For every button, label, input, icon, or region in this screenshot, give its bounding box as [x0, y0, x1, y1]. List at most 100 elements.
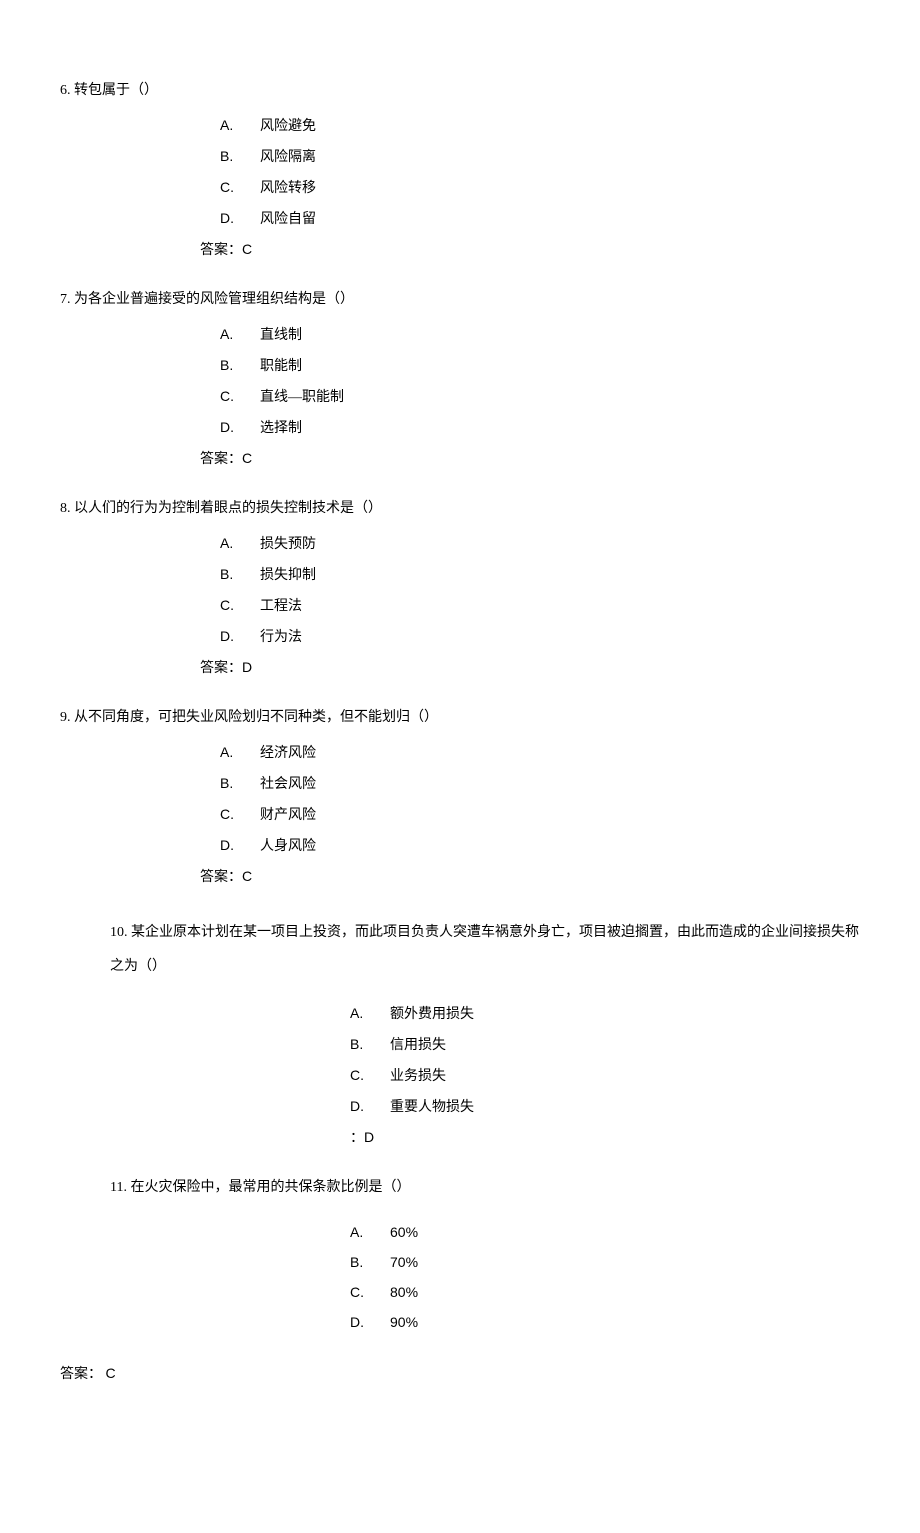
question-8: 8. 以人们的行为为控制着眼点的损失控制技术是（） A.损失预防 B.损失抑制 …: [60, 498, 860, 679]
option-text: 60%: [390, 1222, 418, 1243]
option-letter: B.: [220, 564, 260, 585]
answer-label: 答案：: [200, 243, 242, 258]
question-stem: 11. 在火灾保险中，最常用的共保条款比例是（）: [110, 1177, 860, 1198]
option-text: 直线制: [260, 325, 302, 346]
option-c: C.工程法: [220, 595, 860, 617]
question-stem: 8. 以人们的行为为控制着眼点的损失控制技术是（）: [60, 498, 860, 519]
answer-label: ：: [350, 1128, 364, 1149]
answer-value: D: [364, 1127, 374, 1148]
question-number: 9.: [60, 710, 71, 725]
option-letter: D.: [220, 208, 260, 229]
option-text: 直线—职能制: [260, 387, 344, 408]
option-letter: C.: [220, 177, 260, 198]
option-text: 行为法: [260, 627, 302, 648]
option-letter: A.: [220, 742, 260, 763]
question-stem: 7. 为各企业普遍接受的风险管理组织结构是（）: [60, 289, 860, 310]
option-letter: D.: [350, 1312, 390, 1333]
answer-value: C: [106, 1365, 116, 1381]
option-letter: C.: [220, 595, 260, 616]
option-text: 90%: [390, 1312, 418, 1333]
option-letter: D.: [220, 626, 260, 647]
question-7: 7. 为各企业普遍接受的风险管理组织结构是（） A.直线制 B.职能制 C.直线…: [60, 289, 860, 470]
option-text: 风险自留: [260, 209, 316, 230]
option-c: C.财产风险: [220, 804, 860, 826]
option-letter: D.: [220, 835, 260, 856]
option-b: B.损失抑制: [220, 564, 860, 586]
question-number: 7.: [60, 292, 71, 307]
option-d: D.风险自留: [220, 208, 860, 230]
option-d: D.选择制: [220, 417, 860, 439]
option-text: 财产风险: [260, 805, 316, 826]
option-text: 损失抑制: [260, 565, 316, 586]
question-number: 8.: [60, 501, 71, 516]
option-letter: B.: [220, 146, 260, 167]
option-b: B.社会风险: [220, 773, 860, 795]
option-text: 风险隔离: [260, 147, 316, 168]
option-letter: B.: [220, 355, 260, 376]
option-a: A.直线制: [220, 324, 860, 346]
options-list: A.经济风险 B.社会风险 C.财产风险 D.人身风险: [220, 742, 860, 857]
option-c: C.风险转移: [220, 177, 860, 199]
option-text: 选择制: [260, 418, 302, 439]
options-list: A.直线制 B.职能制 C.直线—职能制 D.选择制: [220, 324, 860, 439]
option-text: 信用损失: [390, 1035, 446, 1056]
answer-line: 答案： C: [60, 1363, 860, 1385]
option-letter: C.: [350, 1282, 390, 1303]
options-list: A.60% B.70% C.80% D.90%: [350, 1222, 860, 1333]
option-letter: A.: [350, 1222, 390, 1243]
question-stem: 6. 转包属于（）: [60, 80, 860, 101]
option-text: 职能制: [260, 356, 302, 377]
option-b: B.风险隔离: [220, 146, 860, 168]
question-9: 9. 从不同角度，可把失业风险划归不同种类，但不能划归（） A.经济风险 B.社…: [60, 707, 860, 888]
question-stem: 10. 某企业原本计划在某一项目上投资，而此项目负责人突遭车祸意外身亡，项目被迫…: [110, 916, 860, 983]
option-text: 风险避免: [260, 116, 316, 137]
option-text: 人身风险: [260, 836, 316, 857]
option-a: A.60%: [350, 1222, 860, 1243]
option-c: C.80%: [350, 1282, 860, 1303]
option-text: 70%: [390, 1252, 418, 1273]
option-letter: A.: [350, 1003, 390, 1024]
option-letter: B.: [350, 1034, 390, 1055]
option-letter: D.: [220, 417, 260, 438]
option-a: A.经济风险: [220, 742, 860, 764]
option-text: 重要人物损失: [390, 1097, 474, 1118]
question-text: 从不同角度，可把失业风险划归不同种类，但不能划归（）: [74, 710, 438, 725]
answer-value: C: [242, 241, 252, 257]
option-letter: C.: [220, 804, 260, 825]
answer-label: 答案：: [200, 870, 242, 885]
answer-line: 答案：D: [200, 657, 860, 679]
option-a: A.额外费用损失: [350, 1003, 860, 1025]
option-d: D.人身风险: [220, 835, 860, 857]
answer-line: 答案：C: [200, 866, 860, 888]
option-letter: D.: [350, 1096, 390, 1117]
option-c: C.业务损失: [350, 1065, 860, 1087]
answer-line: 答案：C: [200, 448, 860, 470]
question-6: 6. 转包属于（） A.风险避免 B.风险隔离 C.风险转移 D.风险自留 答案…: [60, 80, 860, 261]
option-text: 风险转移: [260, 178, 316, 199]
question-text: 以人们的行为为控制着眼点的损失控制技术是（）: [74, 501, 382, 516]
option-text: 损失预防: [260, 534, 316, 555]
option-letter: C.: [220, 386, 260, 407]
option-text: 工程法: [260, 596, 302, 617]
option-letter: B.: [220, 773, 260, 794]
options-list: A.风险避免 B.风险隔离 C.风险转移 D.风险自留: [220, 115, 860, 230]
answer-label: 答案：: [200, 661, 242, 676]
option-text: 经济风险: [260, 743, 316, 764]
answer-line: 答案：C: [200, 239, 860, 261]
answer-label: 答案：: [60, 1367, 106, 1382]
question-10: 10. 某企业原本计划在某一项目上投资，而此项目负责人突遭车祸意外身亡，项目被迫…: [60, 916, 860, 1149]
options-list: A.额外费用损失 B.信用损失 C.业务损失 D.重要人物损失 ：D: [350, 1003, 860, 1149]
option-letter: B.: [350, 1252, 390, 1273]
option-b: B.信用损失: [350, 1034, 860, 1056]
option-text: 80%: [390, 1282, 418, 1303]
answer-value: D: [242, 659, 252, 675]
option-c: C.直线—职能制: [220, 386, 860, 408]
option-d: D.行为法: [220, 626, 860, 648]
option-letter: A.: [220, 115, 260, 136]
option-letter: C.: [350, 1065, 390, 1086]
question-stem: 9. 从不同角度，可把失业风险划归不同种类，但不能划归（）: [60, 707, 860, 728]
question-text: 转包属于（）: [74, 83, 158, 98]
answer-value: C: [242, 450, 252, 466]
option-d: D.90%: [350, 1312, 860, 1333]
option-text: 额外费用损失: [390, 1004, 474, 1025]
